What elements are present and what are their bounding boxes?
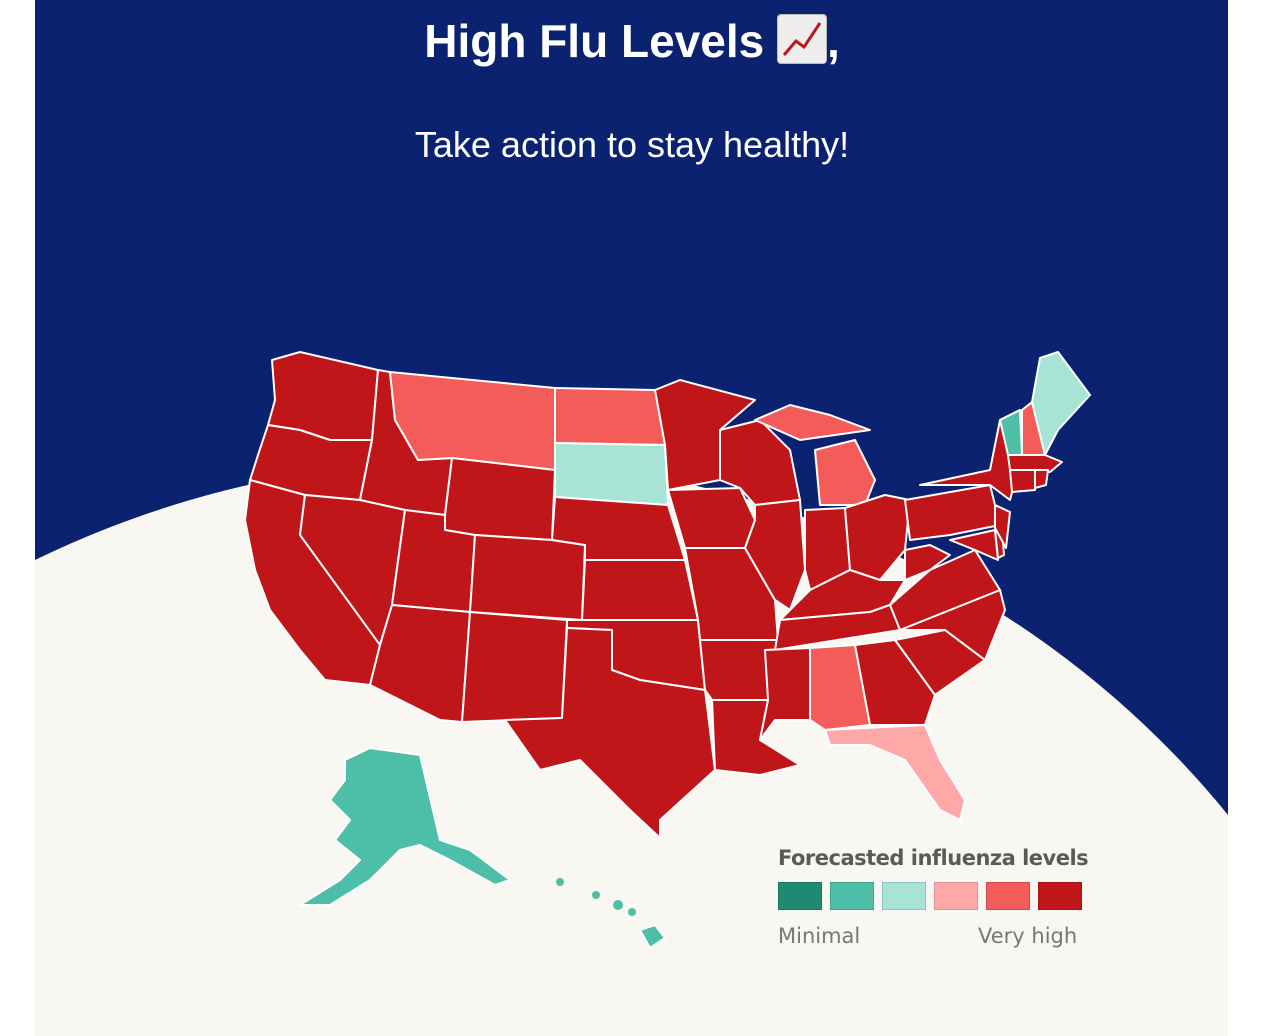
state-ct <box>1009 469 1036 493</box>
state-pa <box>904 484 1001 541</box>
legend-swatch-level-1 <box>778 882 822 910</box>
state-nm <box>461 611 568 723</box>
state-hi <box>639 924 666 949</box>
state-ga <box>854 639 936 726</box>
state-tx <box>504 627 716 839</box>
legend-swatch-level-2 <box>830 882 874 910</box>
state-nd <box>554 387 666 446</box>
state-mi-upper <box>754 404 871 441</box>
state-il <box>744 499 806 611</box>
legend-swatch-level-3 <box>882 882 926 910</box>
legend-swatches <box>778 882 1082 910</box>
state-ks <box>581 559 699 621</box>
state-mi <box>814 439 876 506</box>
title-text: High Flu Levels <box>424 15 765 67</box>
legend-swatch-level-4 <box>934 882 978 910</box>
state-hi-island <box>628 908 636 916</box>
state-mt <box>389 371 556 471</box>
legend-swatch-level-6 <box>1038 882 1082 910</box>
state-co <box>469 534 586 621</box>
title-suffix: , <box>826 15 840 67</box>
legend-min-label: Minimal <box>778 924 861 948</box>
state-wv <box>904 544 951 581</box>
state-ak <box>299 747 511 906</box>
legend-swatch-level-5 <box>986 882 1030 910</box>
chart-increasing-icon <box>776 14 827 64</box>
state-sd <box>554 442 669 506</box>
page-title: High Flu Levels , <box>0 14 1264 68</box>
state-al <box>809 644 871 731</box>
state-ma <box>1007 454 1063 473</box>
state-va <box>889 549 1001 631</box>
state-me <box>1031 351 1091 456</box>
state-nj <box>994 504 1011 549</box>
state-hi-island <box>592 891 600 899</box>
legend-max-label: Very high <box>978 924 1078 948</box>
page-subtitle: Take action to stay healthy! <box>414 124 850 165</box>
state-md <box>949 529 999 561</box>
state-hi-island <box>556 878 564 886</box>
state-fl <box>824 724 966 821</box>
legend-title: Forecasted influenza levels <box>778 846 1089 870</box>
state-ri <box>1034 469 1049 489</box>
state-wy <box>444 457 556 541</box>
state-hi-island <box>613 900 623 910</box>
